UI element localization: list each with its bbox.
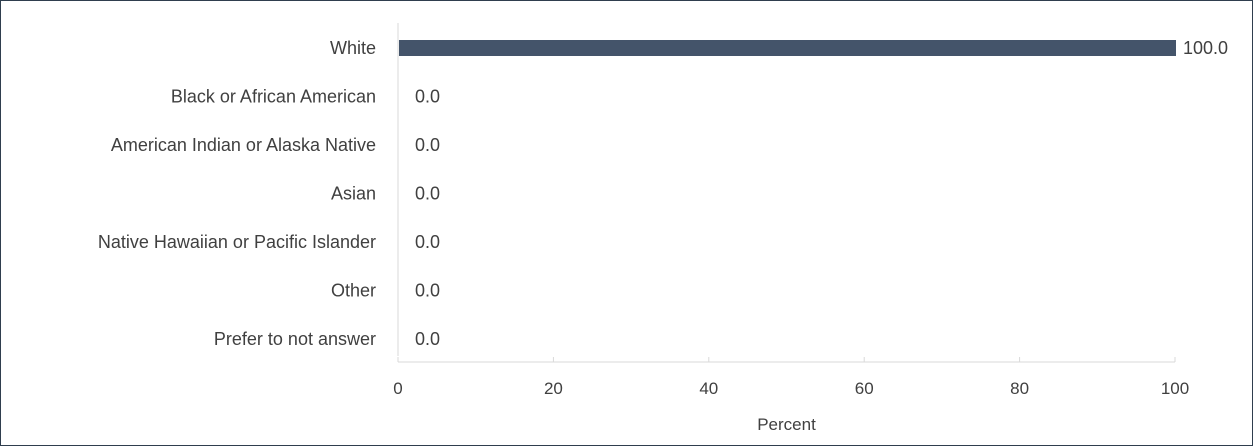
category-label: Black or African American	[171, 87, 376, 107]
data-labels: 100.0 0.0 0.0 0.0 0.0 0.0 0.0	[415, 38, 1228, 349]
x-axis-tick-labels: 0 20 40 60 80 100	[393, 379, 1189, 398]
x-tick-label: 0	[393, 379, 402, 398]
data-label: 0.0	[415, 329, 440, 349]
x-tick-label: 100	[1161, 379, 1189, 398]
category-label: White	[330, 38, 376, 58]
category-labels: White Black or African American American I…	[98, 38, 376, 349]
x-tick-label: 60	[855, 379, 874, 398]
data-label: 0.0	[415, 232, 440, 252]
x-axis-title: Percent	[757, 415, 816, 434]
data-label: 0.0	[415, 184, 440, 204]
category-label: Asian	[331, 184, 376, 204]
data-label: 0.0	[415, 135, 440, 155]
x-tick-label: 80	[1010, 379, 1029, 398]
axes	[397, 23, 1175, 363]
data-label: 0.0	[415, 281, 440, 301]
data-label: 0.0	[415, 87, 440, 107]
x-tick-label: 40	[699, 379, 718, 398]
category-label: Native Hawaiian or Pacific Islander	[98, 232, 376, 252]
x-tick-label: 20	[544, 379, 563, 398]
category-label: Other	[331, 281, 376, 301]
x-axis-ticks	[397, 357, 1176, 362]
category-label: American Indian or Alaska Native	[111, 135, 376, 155]
bar	[399, 40, 1176, 56]
data-label: 100.0	[1183, 38, 1228, 58]
bars	[399, 40, 1176, 56]
category-label: Prefer to not answer	[214, 329, 376, 349]
